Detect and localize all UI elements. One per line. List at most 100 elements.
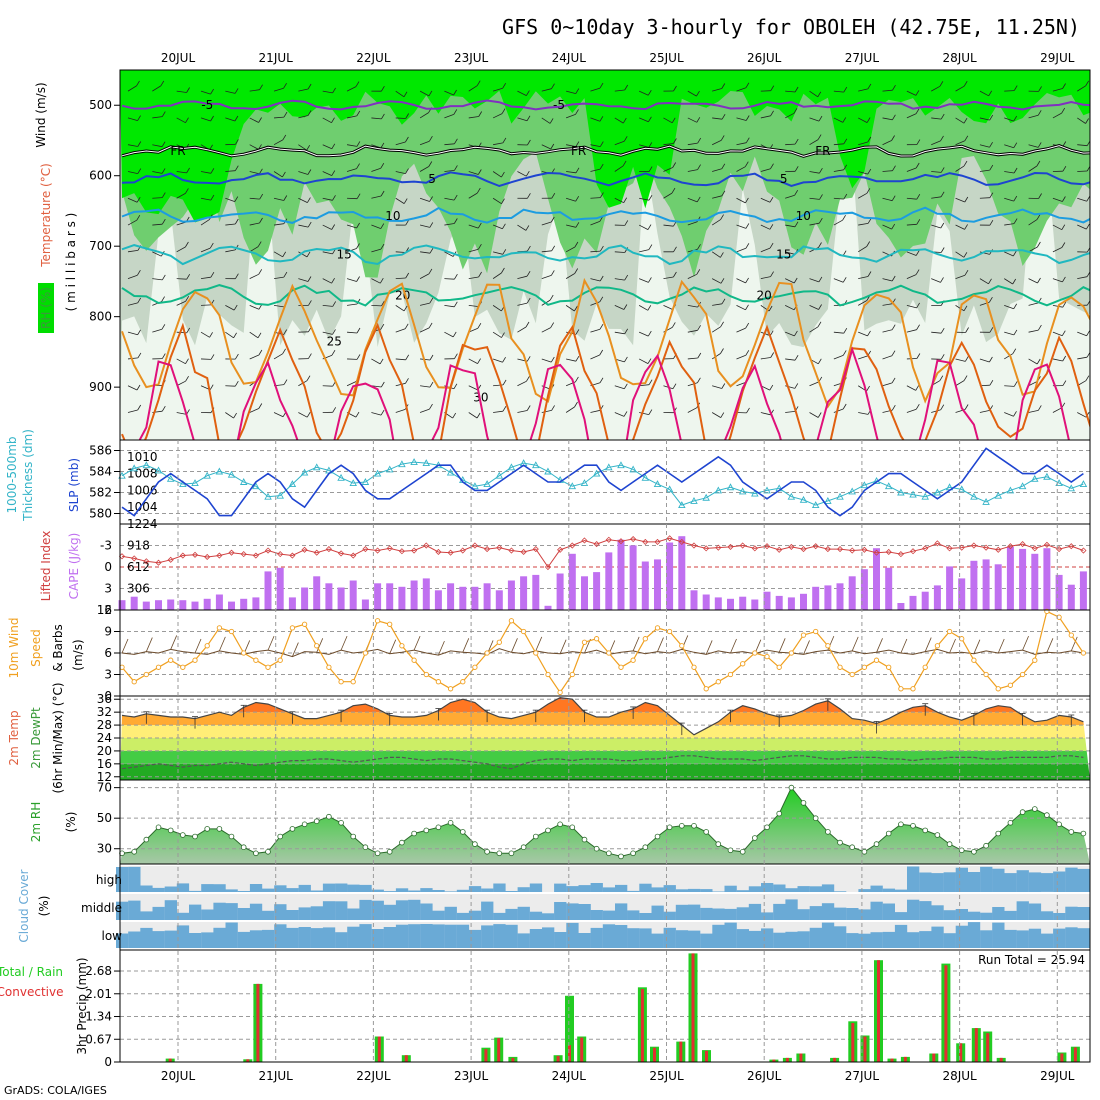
wind-barb	[736, 166, 746, 172]
wind-barb-flag	[648, 194, 653, 201]
precip-conv-bar	[640, 989, 644, 1062]
wind-barb-flag	[307, 169, 312, 175]
speed-point	[934, 643, 941, 649]
cloud-cell	[542, 913, 555, 920]
wind-barb	[298, 224, 309, 228]
wind-barb	[298, 278, 309, 282]
wind-barb-flag	[963, 160, 968, 167]
wind-barb-flag	[283, 111, 288, 118]
wind-barb	[127, 250, 138, 253]
cloud-cell	[736, 890, 749, 892]
cloud-cell	[627, 890, 640, 892]
wind-barb-flag	[720, 321, 724, 328]
wind-barb-flag	[551, 83, 555, 89]
wind-barb-flag	[161, 324, 166, 330]
cloud-cell	[176, 912, 190, 920]
rh-point	[374, 850, 381, 857]
cape-bar	[690, 590, 698, 610]
li-point	[617, 538, 625, 545]
thickness-point	[678, 501, 686, 509]
cloud-cell	[821, 903, 835, 920]
cloud-cell	[383, 904, 396, 920]
cloud-cell	[615, 903, 628, 920]
thickness-point	[824, 496, 832, 504]
speed-point	[776, 664, 782, 670]
wind-barb	[346, 144, 357, 147]
wind-barb	[566, 171, 577, 174]
y-tick-label: 1.34	[85, 1010, 112, 1024]
speed-point	[387, 621, 393, 627]
wind-barb	[1077, 85, 1086, 92]
wind-barb-flag	[209, 384, 214, 390]
wind-barb	[638, 117, 649, 123]
speed-point	[520, 628, 527, 635]
wind-barb-flag	[234, 115, 239, 122]
wind-barb-flag	[259, 217, 263, 224]
y-tick-label: 28	[97, 718, 112, 732]
wind-barb-flag	[429, 222, 434, 228]
wind-barb	[784, 112, 795, 119]
bottom-date-label: 27JUL	[845, 1069, 880, 1083]
wind-barb	[687, 142, 698, 146]
li-point	[739, 542, 746, 549]
wind-barb	[1028, 144, 1039, 148]
cloud-cell	[602, 910, 616, 920]
wind-barb	[225, 223, 236, 226]
wind-barb	[760, 412, 771, 416]
wind-barb	[1004, 144, 1014, 149]
cloud-cell	[919, 872, 932, 892]
cloud-cell	[359, 899, 372, 920]
wind-barb	[979, 90, 989, 97]
wind-barb-flag	[1061, 224, 1066, 230]
wind-barb-flag	[575, 376, 579, 383]
wind-barb	[833, 219, 843, 226]
wind-barb	[1052, 358, 1063, 362]
cape-bar	[982, 559, 990, 610]
wind-barb	[127, 331, 138, 336]
wind-barb-flag	[575, 195, 580, 202]
wind-barb-flag	[259, 84, 263, 90]
top-date-label: 26JUL	[747, 51, 782, 65]
li-tick-label: 0	[104, 560, 112, 574]
wind-barb	[712, 88, 722, 92]
wind-barb	[785, 194, 795, 199]
wind-barb	[249, 117, 259, 123]
speed-point	[1007, 682, 1014, 688]
rh-point	[703, 829, 709, 835]
wind-barb	[638, 358, 649, 364]
wind-barb-flag	[964, 135, 969, 142]
speed-point	[788, 650, 795, 656]
wind-barb	[322, 278, 332, 284]
wind-barb-flag	[770, 352, 775, 358]
wind-barb-flag	[476, 80, 481, 86]
wind-barb-flag	[916, 324, 920, 330]
cloud-cell	[919, 901, 932, 920]
wind-barb	[420, 385, 431, 388]
cape-bar	[897, 603, 905, 610]
wind-barb	[760, 197, 771, 203]
cloud-cell	[140, 927, 153, 948]
cloud-cell	[1028, 872, 1042, 892]
wind-barb-flag	[380, 409, 385, 416]
surface-barb	[462, 638, 470, 653]
wind-barb	[225, 197, 235, 202]
wind-barb	[225, 117, 236, 122]
wind-barb-flag	[843, 193, 848, 200]
cloud-cell	[1028, 928, 1042, 948]
precip-conv-bar	[484, 1049, 488, 1062]
wind-barb	[566, 144, 576, 147]
wind-barb	[590, 301, 600, 306]
wind-barb	[979, 410, 990, 413]
cloud-cell	[773, 884, 786, 892]
contour-label: -5	[201, 98, 213, 112]
cloud-cell	[615, 884, 628, 892]
wind-barb-flag	[258, 117, 262, 123]
panel-axis-label: ( m i l l i b a r s )	[64, 213, 78, 312]
cloud-cell	[420, 924, 433, 948]
cape-bar	[775, 595, 783, 610]
wind-barb	[736, 305, 746, 311]
wind-barb	[1028, 302, 1039, 306]
wind-barb	[127, 274, 138, 279]
panel-axis-label: Total / Rain	[0, 965, 63, 979]
wind-barb	[444, 114, 454, 119]
